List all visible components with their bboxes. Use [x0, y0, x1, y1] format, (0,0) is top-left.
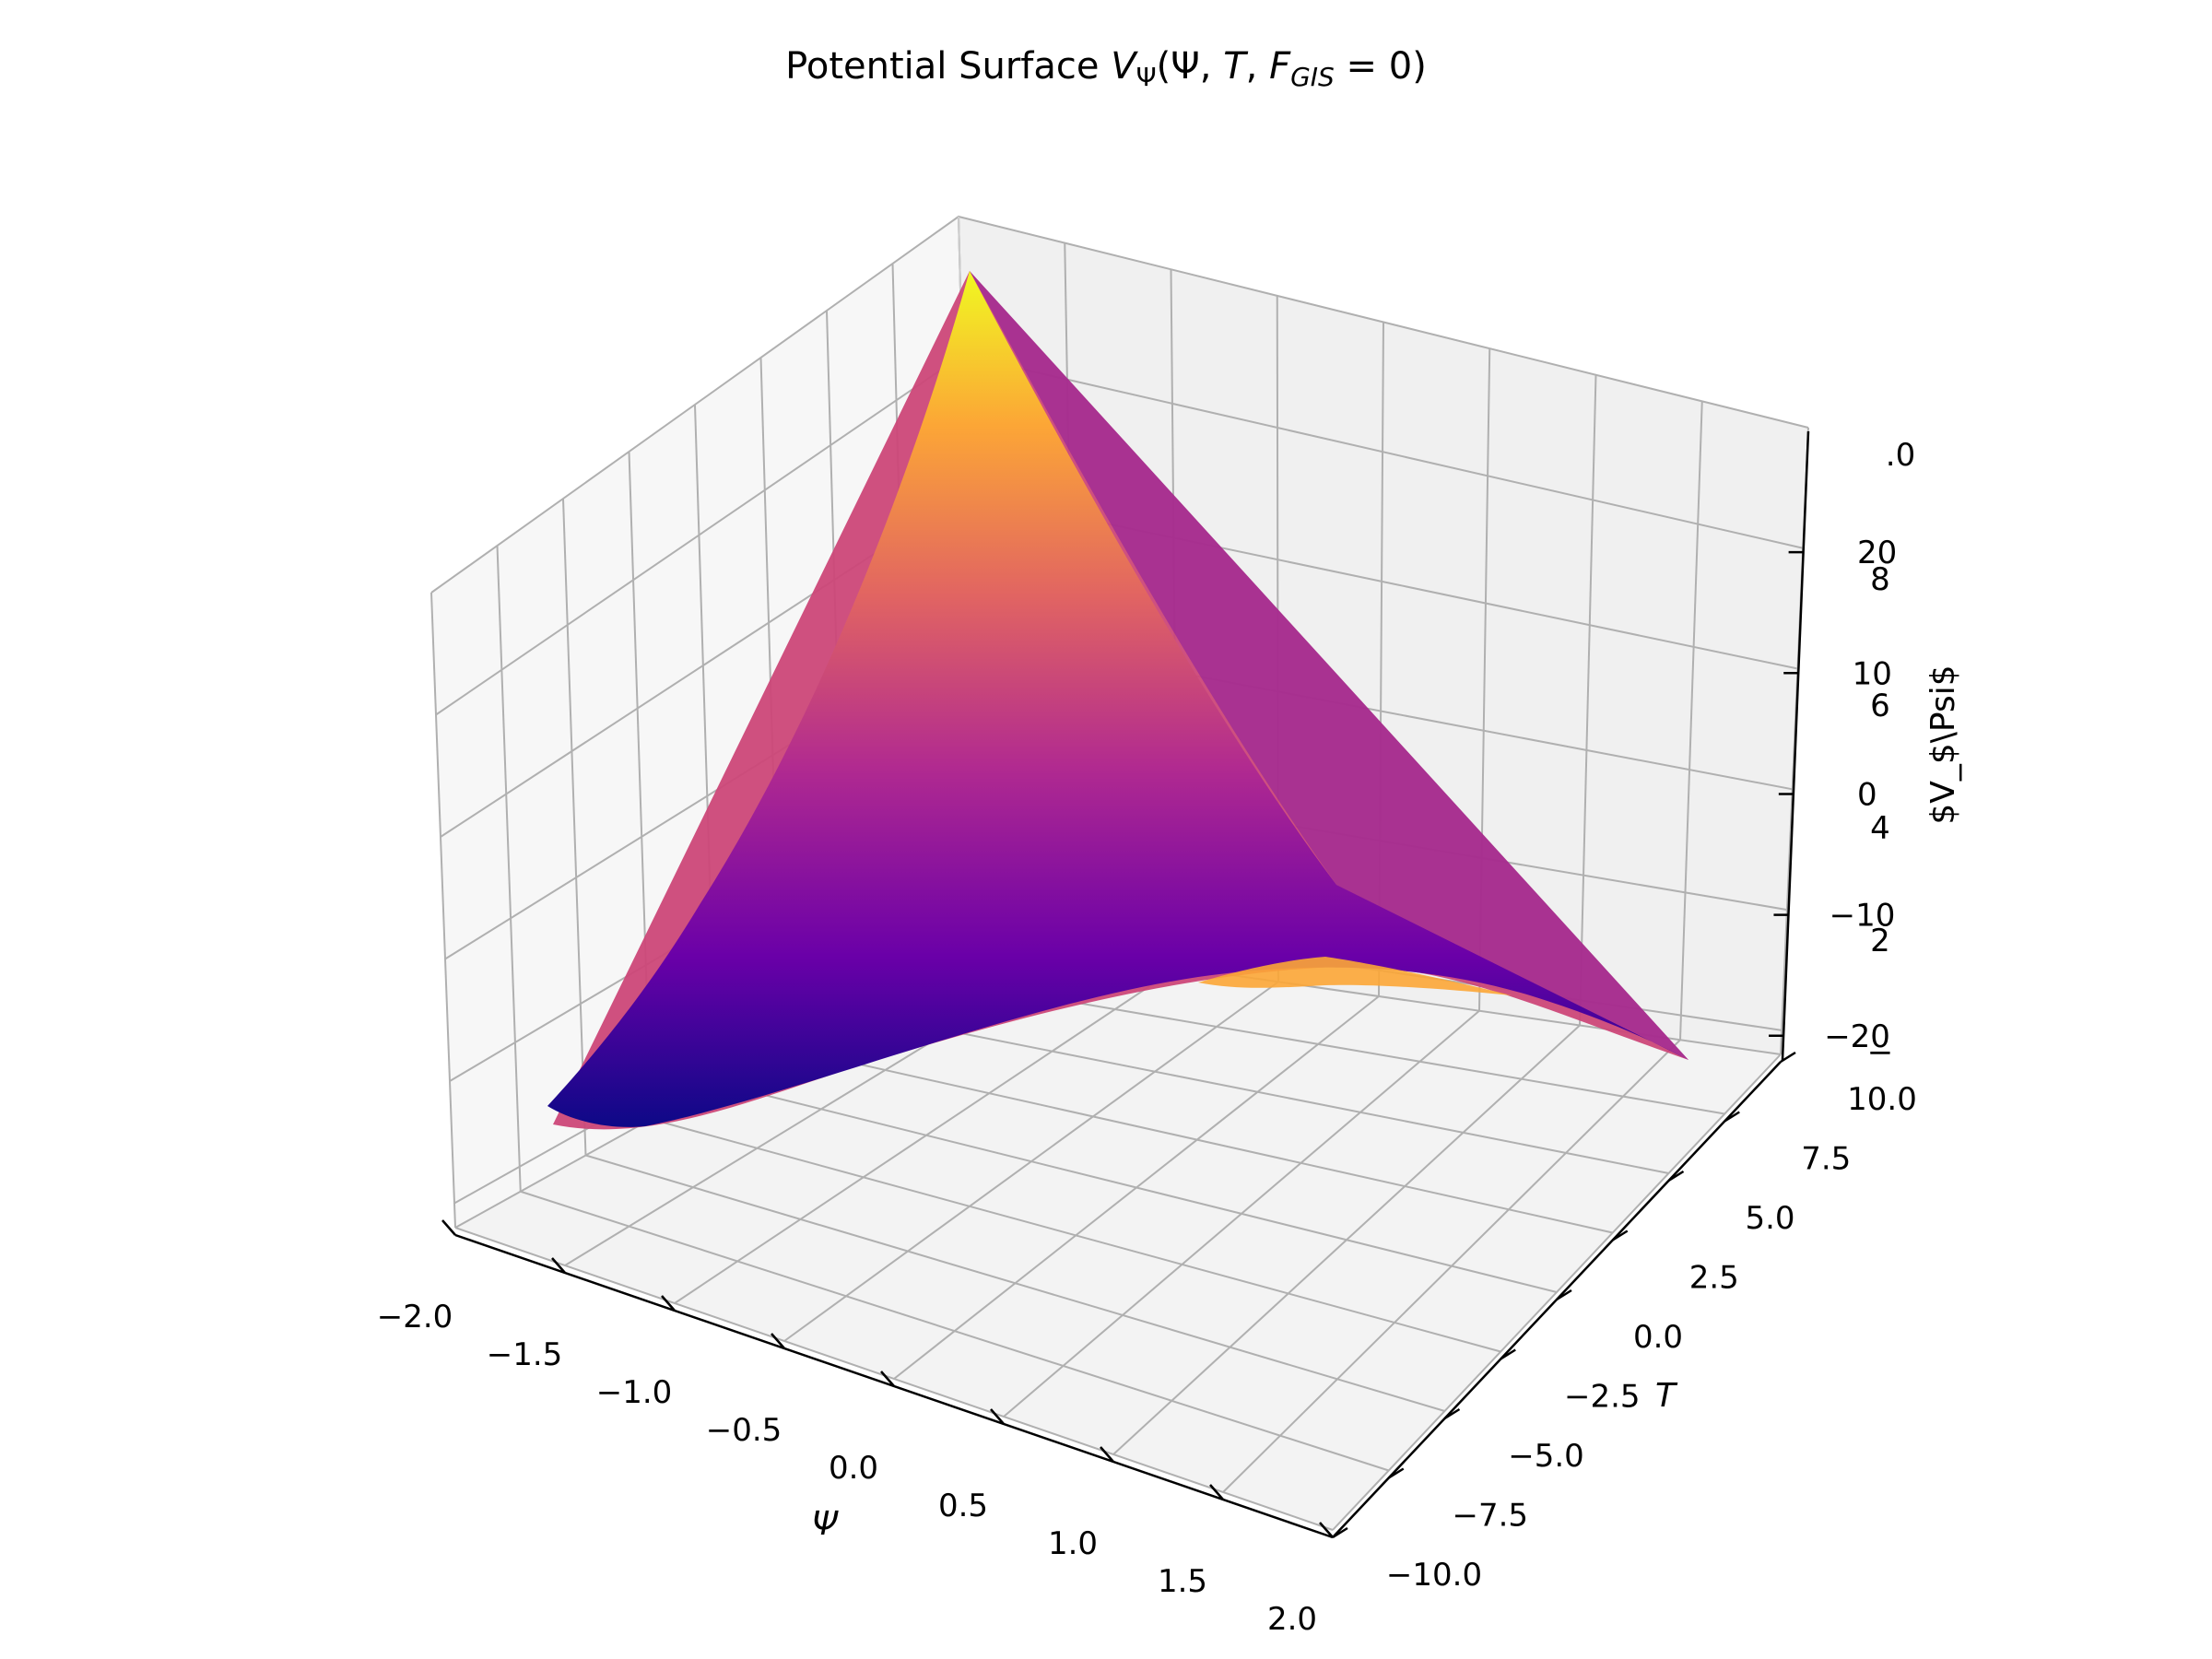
- z-tick-label-2: 0: [1857, 776, 1877, 813]
- x-tick-1: [551, 1257, 566, 1274]
- y-tick-4: [1556, 1288, 1572, 1301]
- surface-plot: [547, 271, 1688, 1130]
- x-tick-3: [771, 1333, 785, 1349]
- chart-title: Potential Surface VΨ(Ψ, T, FGIS = 0): [785, 45, 1427, 92]
- x-tick-label-6: 1.0: [1048, 1525, 1098, 1562]
- y-tick-label-8: 10.0: [1847, 1081, 1917, 1118]
- x-tick-label-2: −1.0: [596, 1374, 673, 1411]
- grid-floor: [454, 937, 1782, 1531]
- y-tick-8: [1780, 1051, 1796, 1064]
- z-tick-label-3: 10: [1853, 655, 1892, 692]
- x-tick-label-4: 0.0: [829, 1450, 878, 1487]
- surface-ridge-highlight: [970, 271, 1688, 1060]
- left-grid-y-2: [562, 498, 587, 1156]
- z-axis-label: $V_$\Psi$: [1924, 665, 1962, 824]
- overlap-label-4: 4: [1870, 810, 1890, 847]
- overlap-label-5: 2: [1870, 923, 1890, 959]
- y-axis-label: T: [1655, 1377, 1678, 1415]
- x-tick-label-0: −2.0: [377, 1299, 453, 1335]
- overlap-label-2: 8: [1870, 561, 1890, 598]
- z-tick-label-0: −20: [1824, 1018, 1890, 1055]
- x-tick-label-3: −0.5: [706, 1412, 782, 1449]
- right-grid-x-6: [1579, 374, 1597, 1026]
- y-tick-7: [1724, 1111, 1740, 1123]
- y-tick-5: [1612, 1230, 1629, 1241]
- x-tick-label-7: 1.5: [1158, 1563, 1207, 1600]
- z-tick-label-4: 20: [1857, 535, 1897, 571]
- surface-front-face: [547, 271, 1688, 1127]
- x-tick-4: [880, 1371, 895, 1387]
- x-axis: −2.0 −1.5 −1.0 −0.5 0.0 0.5 1.0 1.5 2.0: [377, 1219, 1334, 1638]
- left-grid-y-1: [496, 545, 522, 1192]
- x-tick-6: [1100, 1446, 1114, 1463]
- y-tick-6: [1667, 1170, 1685, 1182]
- floor-grid-y-0: [454, 1227, 1334, 1531]
- overlapping-tick-labels: .0 8 6 4 2 −: [1867, 437, 1915, 1071]
- y-tick-3: [1500, 1348, 1516, 1360]
- floor-grid-y-5: [781, 1045, 1613, 1234]
- right-grid-x-7: [1679, 401, 1703, 1041]
- z-tick-label-1: −10: [1830, 898, 1896, 935]
- y-tick-label-2: −5.0: [1508, 1438, 1584, 1475]
- z-axis-line: [1781, 430, 1810, 1061]
- x-tick-2: [661, 1295, 676, 1312]
- left-grid-y-0: [430, 592, 456, 1229]
- y-tick-label-1: −7.5: [1452, 1498, 1528, 1535]
- floor-grid-y-2: [585, 1154, 1445, 1412]
- floor-grid-y-1: [520, 1190, 1390, 1472]
- surface-saddle-lip: [1198, 957, 1512, 995]
- x-tick-label-5: 0.5: [938, 1488, 988, 1524]
- x-tick-5: [990, 1408, 1005, 1425]
- overlap-label-1: .0: [1886, 437, 1915, 474]
- y-tick-1: [1388, 1467, 1405, 1479]
- y-tick-label-5: 2.5: [1689, 1260, 1739, 1297]
- x-tick-label-1: −1.5: [487, 1336, 563, 1373]
- y-tick-label-6: 5.0: [1745, 1200, 1794, 1237]
- y-tick-0: [1332, 1526, 1348, 1539]
- floor-grid-y-4: [715, 1082, 1558, 1293]
- overlap-label-6: −: [1867, 1034, 1894, 1071]
- z-axis: −20 −10 0 10 20: [1769, 430, 1897, 1061]
- x-tick-0: [441, 1219, 456, 1236]
- y-tick-label-0: −10.0: [1386, 1557, 1482, 1594]
- overlap-label-3: 6: [1870, 688, 1890, 724]
- y-tick-label-4: 0.0: [1633, 1319, 1683, 1356]
- y-axis: −10.0 −7.5 −5.0 −2.5 0.02.55.07.5 10.0: [1332, 1051, 1917, 1594]
- y-tick-label-7: 7.5: [1801, 1141, 1851, 1178]
- x-tick-8: [1319, 1522, 1334, 1538]
- floor-grid-y-6: [846, 1009, 1669, 1174]
- floor-grid-y-3: [650, 1118, 1501, 1353]
- y-tick-label-3: −2.5: [1564, 1379, 1641, 1416]
- x-tick-7: [1209, 1484, 1224, 1500]
- y-tick-2: [1443, 1407, 1461, 1420]
- x-tick-label-8: 2.0: [1267, 1601, 1317, 1638]
- x-axis-label: Ψ: [812, 1505, 839, 1543]
